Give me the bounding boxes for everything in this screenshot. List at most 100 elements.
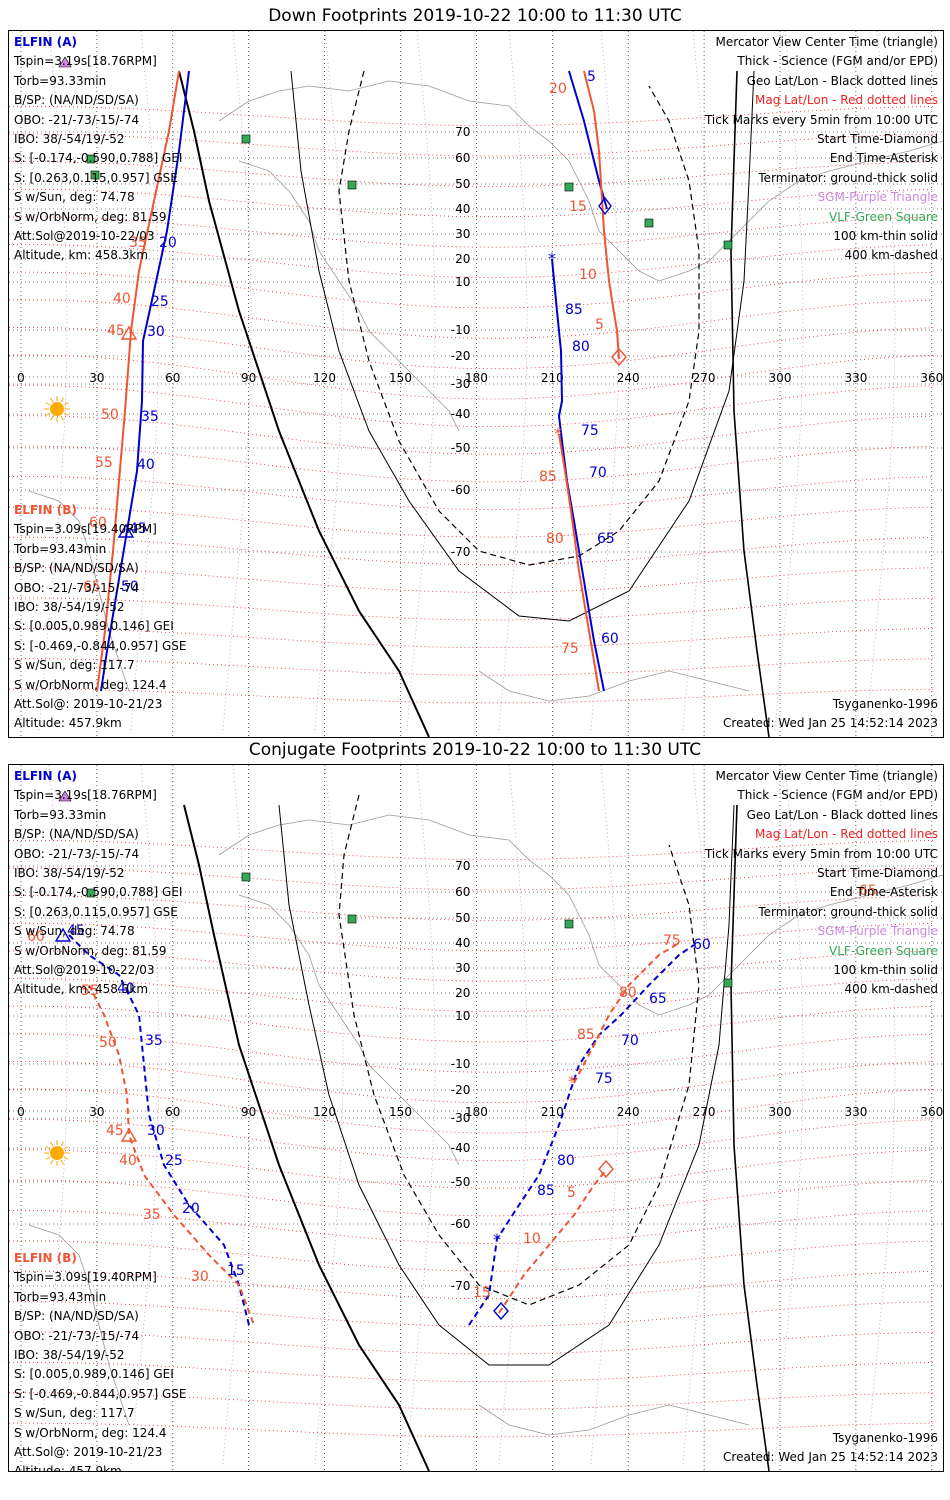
info-line: S w/Sun, deg: 74.78 bbox=[14, 924, 135, 939]
lat-tick-label: 40 bbox=[455, 202, 470, 216]
legend: Mercator View Center Time (triangle) Thic… bbox=[705, 767, 938, 1000]
lon-tick-label: 330 bbox=[844, 1105, 867, 1119]
legend-entry: Thick - Science (FGM and/or EPD) bbox=[737, 788, 938, 803]
legend-entry: Mercator View Center Time (triangle) bbox=[715, 769, 938, 783]
elfin-a-tick-label: 45 bbox=[67, 923, 85, 939]
map-canvas-down: 0 30 60 90 120 150 180 210 240 270 300 330 360 70 60 50… bbox=[9, 31, 943, 737]
elfin-b-tick-label: 65 bbox=[83, 579, 101, 595]
elfin-b-tick-label: 15 bbox=[569, 199, 587, 215]
mag-lon-gridline bbox=[38, 765, 68, 1466]
elfin-a-tick-label: 25 bbox=[151, 294, 169, 310]
elfin-b-tick-label: 60 bbox=[27, 929, 45, 945]
elfin-b-tick-label: 55 bbox=[81, 983, 99, 999]
center-triangle-marker bbox=[54, 927, 72, 942]
elfin-b-info: ELFIN (B) Tspin=3.09s[19.40RPM] Torb=93.… bbox=[14, 501, 187, 734]
created-label: Created: Wed Jan 25 14:52:14 2023 bbox=[723, 716, 938, 730]
end-asterisk-marker: * bbox=[548, 249, 556, 268]
info-line: S: [-0.469,-0.844,0.957] GSE bbox=[14, 1386, 187, 1401]
lat-tick-label: 50 bbox=[455, 911, 470, 925]
info-line: S: [0.263,0.115,0.957] GSE bbox=[14, 170, 178, 185]
info-line: IBO: 38/-54/19/-52 bbox=[14, 865, 125, 880]
elfin-a-tick-label: 40 bbox=[137, 457, 155, 473]
elfin-b-tick-label: 40 bbox=[119, 1153, 137, 1169]
elfin-b-track bbox=[573, 942, 680, 1084]
elfin-a-tick-label: 85 bbox=[565, 302, 583, 318]
legend-entry: Thick - Science (FGM and/or EPD) bbox=[737, 54, 938, 69]
info-line: B/SP: (NA/ND/SD/SA) bbox=[14, 93, 139, 108]
legend-entry: 400 km-dashed bbox=[844, 982, 938, 997]
vlf-station-square bbox=[564, 919, 574, 929]
vlf-station-square bbox=[86, 154, 96, 164]
elfin-a-tick-label: 80 bbox=[572, 339, 590, 355]
legend-entry: Terminator: ground-thick solid bbox=[758, 904, 938, 919]
info-line: Torb=93.33min bbox=[14, 807, 107, 822]
mag-lat-gridline bbox=[9, 978, 934, 1012]
mag-lat-gridline bbox=[9, 445, 934, 483]
mag-lat-gridline bbox=[9, 1005, 934, 1043]
lon-tick-label: 360 bbox=[920, 1105, 943, 1119]
legend-entry: 400 km-dashed bbox=[844, 248, 938, 263]
info-line: S w/OrbNorm, deg: 124.4 bbox=[14, 1425, 167, 1440]
info-line: Att.Sol@2019-10-22/03 bbox=[14, 228, 155, 243]
mag-lat-gridline bbox=[9, 1240, 934, 1272]
elfin-b-tick-label: 15 bbox=[473, 1285, 491, 1301]
vlf-station-square bbox=[86, 888, 96, 898]
elfin-a-tick-label: 65 bbox=[597, 531, 615, 547]
mag-lon-gridline bbox=[222, 765, 252, 1466]
lon-tick-label: 240 bbox=[617, 371, 640, 385]
mag-lon-gridline bbox=[314, 31, 344, 732]
terminator-line bbox=[178, 70, 430, 737]
mag-lat-gridline bbox=[9, 1149, 934, 1189]
mag-lat-gridline bbox=[9, 1119, 934, 1161]
elfin-a-track bbox=[551, 258, 605, 692]
elfin-a-track bbox=[100, 70, 190, 692]
info-line: S: [-0.469,-0.844,0.957] GSE bbox=[14, 638, 187, 653]
terminator-line bbox=[730, 804, 770, 1471]
info-line: B/SP: (NA/ND/SD/SA) bbox=[14, 827, 139, 842]
sun-icon bbox=[44, 1140, 70, 1166]
elfin-b-track bbox=[88, 984, 255, 1326]
mag-lon-gridline bbox=[866, 31, 896, 732]
elfin-b-tick-label: 65 bbox=[859, 883, 877, 899]
info-line: S: [0.005,0.989,0.146] GEI bbox=[14, 619, 174, 634]
info-line: Att.Sol@: 2019-10-21/23 bbox=[14, 1444, 163, 1459]
info-line: OBO: -21/-73/-15/-74 bbox=[14, 846, 140, 861]
info-line: Tspin=3.19s[18.76RPM] bbox=[14, 788, 157, 803]
mag-lat-gridline bbox=[9, 354, 934, 400]
elfin-b-track bbox=[558, 433, 600, 692]
info-line: S w/Sun, deg: 74.78 bbox=[14, 190, 135, 205]
start-diamond-marker bbox=[598, 196, 612, 216]
info-line: S w/OrbNorm, deg: 124.4 bbox=[14, 677, 167, 692]
elfin-a-header: ELFIN (A) bbox=[14, 769, 77, 783]
mag-lon-gridline bbox=[590, 765, 620, 1466]
end-asterisk-marker: * bbox=[554, 424, 562, 443]
lon-tick-label: 180 bbox=[465, 371, 488, 385]
mag-lon-gridline bbox=[406, 765, 436, 1466]
elfin-a-tick-label: 40 bbox=[117, 981, 135, 997]
lon-tick-label: 330 bbox=[844, 371, 867, 385]
mag-lat-gridline bbox=[9, 1061, 934, 1103]
lat-tick-label: -50 bbox=[451, 1175, 471, 1189]
info-line: Tspin=3.09s[19.40RPM] bbox=[14, 522, 157, 537]
legend-entry: Geo Lat/Lon - Black dotted lines bbox=[746, 73, 938, 88]
elfin-a-tick-label: 35 bbox=[141, 409, 159, 425]
vlf-station-square bbox=[347, 180, 357, 190]
info-line: S w/OrbNorm, deg: 81.59 bbox=[14, 209, 167, 224]
lon-tick-label: 300 bbox=[769, 1105, 792, 1119]
legend-entry: SGM-Purple Triangle bbox=[817, 190, 938, 205]
ground-100km-line bbox=[278, 804, 735, 1366]
info-line: Torb=93.43min bbox=[14, 1289, 107, 1304]
lon-tick-label: 240 bbox=[617, 1105, 640, 1119]
elfin-b-tick-label: 5 bbox=[567, 1185, 576, 1201]
info-line: IBO: 38/-54/19/-52 bbox=[14, 599, 125, 614]
elfin-b-track bbox=[96, 70, 180, 692]
legend-entry: 100 km-thin solid bbox=[833, 228, 938, 243]
elfin-b-tick-label: 45 bbox=[107, 323, 125, 339]
lon-tick-label: 30 bbox=[89, 371, 104, 385]
lat-tick-label: -30 bbox=[451, 377, 471, 391]
coastline bbox=[478, 670, 750, 702]
elfin-a-tick-label: 70 bbox=[589, 465, 607, 481]
elfin-b-tick-label: 10 bbox=[579, 267, 597, 283]
elfin-b-info: ELFIN (B) Tspin=3.09s[19.40RPM] Torb=93.… bbox=[14, 1249, 187, 1471]
mag-lon-gridline bbox=[682, 31, 712, 732]
